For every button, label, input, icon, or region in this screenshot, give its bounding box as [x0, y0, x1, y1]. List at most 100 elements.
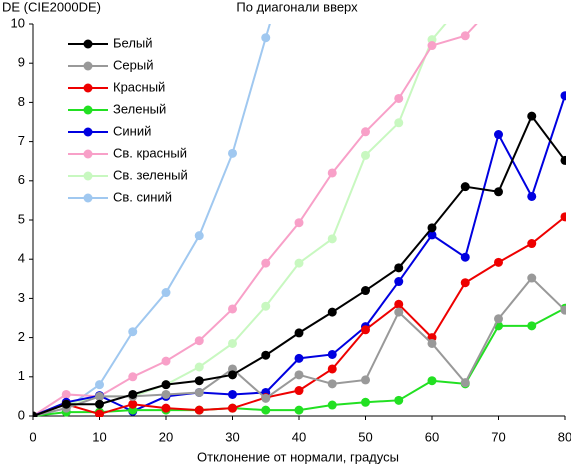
- legend-label: Серый: [113, 57, 153, 72]
- y-tick-label: 3: [18, 290, 25, 305]
- legend-marker: [83, 171, 93, 181]
- point: [427, 338, 437, 348]
- x-tick-label: 40: [292, 429, 306, 444]
- point: [161, 356, 171, 366]
- point: [161, 288, 171, 298]
- y-tick-label: 4: [18, 251, 25, 266]
- point: [228, 304, 237, 314]
- point: [560, 305, 566, 315]
- point: [560, 155, 566, 165]
- point: [161, 380, 171, 390]
- point: [427, 230, 437, 240]
- y-tick-label: 7: [18, 133, 25, 148]
- x-tick-label: 60: [425, 429, 439, 444]
- legend-label: Св. зеленый: [113, 167, 188, 182]
- point: [61, 399, 71, 409]
- point: [61, 389, 71, 399]
- point: [361, 375, 370, 385]
- point: [394, 263, 404, 273]
- point: [327, 400, 337, 410]
- legend-label: Св. синий: [113, 189, 172, 204]
- point: [460, 278, 470, 288]
- x-axis-label: Отклонение от нормали, градусы: [197, 449, 399, 464]
- point: [294, 405, 304, 415]
- point: [361, 325, 370, 335]
- point: [194, 231, 204, 241]
- point: [327, 379, 337, 389]
- point: [261, 33, 271, 43]
- point: [128, 372, 138, 382]
- legend-marker: [83, 193, 93, 203]
- point: [361, 150, 370, 160]
- point: [228, 370, 237, 380]
- y-tick-label: 0: [18, 407, 25, 422]
- point: [261, 405, 271, 415]
- chart-title: По диагонали вверх: [236, 0, 358, 14]
- point: [128, 399, 138, 409]
- legend-marker: [83, 83, 93, 93]
- point: [161, 389, 171, 399]
- point: [494, 314, 503, 324]
- series-line: [33, 24, 271, 417]
- point: [394, 118, 404, 128]
- legend-label: Белый: [113, 35, 153, 50]
- point: [194, 376, 204, 386]
- point: [294, 328, 304, 338]
- point: [527, 191, 537, 201]
- x-tick-label: 50: [358, 429, 372, 444]
- point: [494, 0, 503, 5]
- point: [194, 405, 204, 415]
- point: [327, 364, 337, 374]
- point: [294, 353, 304, 363]
- point: [95, 409, 104, 417]
- point: [461, 0, 470, 5]
- point: [294, 386, 304, 396]
- series-line: [33, 276, 566, 417]
- point: [194, 387, 204, 397]
- point: [460, 378, 470, 388]
- point: [527, 273, 537, 283]
- point: [460, 182, 470, 192]
- point: [394, 395, 404, 405]
- legend-label: Зеленый: [113, 101, 166, 116]
- x-tick-label: 70: [491, 429, 505, 444]
- series-line: [33, 24, 447, 417]
- point: [527, 321, 537, 331]
- y-tick-label: 8: [18, 94, 25, 109]
- point: [527, 239, 537, 249]
- point: [394, 93, 404, 103]
- point: [228, 403, 237, 413]
- point: [427, 223, 437, 233]
- x-tick-label: 30: [225, 429, 239, 444]
- point: [95, 380, 104, 390]
- point: [228, 148, 237, 158]
- point: [194, 336, 204, 346]
- point: [327, 307, 337, 317]
- y-tick-label: 9: [18, 55, 25, 70]
- legend-label: Красный: [113, 79, 165, 94]
- point: [128, 327, 138, 337]
- y-tick-label: 10: [11, 15, 25, 30]
- point: [560, 212, 566, 222]
- point: [261, 393, 271, 403]
- point: [294, 258, 304, 268]
- x-tick-label: 10: [92, 429, 106, 444]
- point: [427, 376, 437, 386]
- point: [161, 403, 171, 413]
- point: [427, 41, 437, 51]
- point: [361, 286, 370, 296]
- legend-label: Св. красный: [113, 145, 187, 160]
- point: [494, 187, 503, 197]
- point: [361, 127, 370, 137]
- y-tick-label: 5: [18, 211, 25, 226]
- point: [128, 389, 138, 399]
- x-tick-label: 0: [29, 429, 36, 444]
- point: [394, 299, 404, 309]
- point: [194, 362, 204, 372]
- point: [327, 234, 337, 244]
- y-axis-label: DE (CIE2000DE): [2, 0, 101, 14]
- point: [95, 399, 104, 409]
- point: [394, 307, 404, 317]
- point: [361, 397, 370, 407]
